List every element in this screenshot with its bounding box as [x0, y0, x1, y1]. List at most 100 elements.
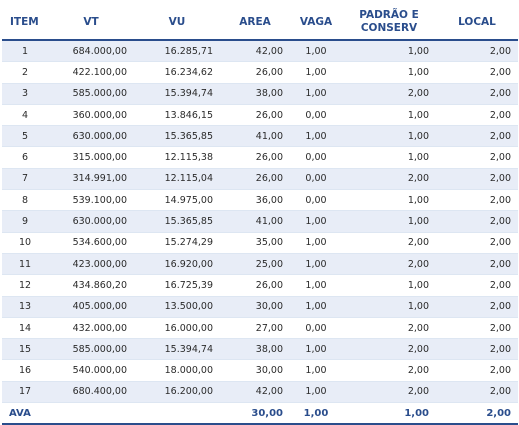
table-row: 16 540.000,00 18.000,00 30,00 1,00 2,00 2,00: [2, 359, 518, 382]
cell-local: 2,00: [436, 40, 518, 63]
cell-item: 9: [2, 210, 48, 233]
cell-vu: 16.234,62: [134, 61, 220, 84]
cell-area: 26,00: [220, 274, 290, 297]
cell-item: 16: [2, 359, 48, 382]
cell-item: 14: [2, 317, 48, 340]
cell-vaga: 1,00: [290, 381, 342, 404]
cell-vu: 15.394,74: [134, 338, 220, 361]
cell-vaga: 0,00: [290, 104, 342, 127]
cell-item: 5: [2, 125, 48, 148]
cell-padrao-conserv: 1,00: [342, 61, 436, 84]
cell-vaga: 1,00: [290, 83, 342, 105]
cell-local: 2,00: [436, 338, 518, 361]
cell-vaga: 1,00: [290, 296, 342, 318]
footer-vt: [48, 402, 134, 425]
cell-vt: 315.000,00: [48, 146, 134, 169]
cell-area: 41,00: [220, 210, 290, 233]
table-row: 7 314.991,00 12.115,04 26,00 0,00 2,00 2,00: [2, 168, 518, 191]
data-table: ITEM VT VU AREA VAGA PADRÃO E CONSERV LO…: [2, 5, 518, 425]
cell-padrao-conserv: 2,00: [342, 359, 436, 382]
table-row: 17 680.400,00 16.200,00 42,00 1,00 2,00 2,00: [2, 381, 518, 404]
cell-item: 8: [2, 189, 48, 212]
cell-vt: 630.000,00: [48, 125, 134, 148]
cell-vu: 15.274,29: [134, 232, 220, 254]
cell-local: 2,00: [436, 232, 518, 254]
cell-area: 25,00: [220, 253, 290, 276]
cell-padrao-conserv: 2,00: [342, 168, 436, 191]
cell-item: 3: [2, 83, 48, 105]
cell-vt: 585.000,00: [48, 83, 134, 105]
footer-label: AVA: [2, 402, 48, 425]
table-row: 5 630.000,00 15.365,85 41,00 1,00 1,00 2,00: [2, 125, 518, 148]
cell-vt: 680.400,00: [48, 381, 134, 404]
table-row: 11 423.000,00 16.920,00 25,00 1,00 2,00 2,00: [2, 253, 518, 276]
cell-padrao-conserv: 1,00: [342, 104, 436, 127]
cell-vt: 360.000,00: [48, 104, 134, 127]
table-row: 8 539.100,00 14.975,00 36,00 0,00 1,00 2,00: [2, 189, 518, 212]
table-row: 14 432.000,00 16.000,00 27,00 0,00 2,00 2,00: [2, 317, 518, 340]
cell-vu: 16.000,00: [134, 317, 220, 340]
cell-vaga: 0,00: [290, 317, 342, 340]
cell-area: 27,00: [220, 317, 290, 340]
cell-padrao-conserv: 2,00: [342, 83, 436, 105]
cell-item: 13: [2, 296, 48, 318]
cell-padrao-conserv: 1,00: [342, 146, 436, 169]
cell-local: 2,00: [436, 104, 518, 127]
cell-padrao-conserv: 2,00: [342, 232, 436, 254]
footer-row: AVA 30,00 1,00 1,00 2,00: [2, 402, 518, 425]
cell-vu: 16.725,39: [134, 274, 220, 297]
footer-local: 2,00: [436, 402, 518, 425]
cell-vt: 432.000,00: [48, 317, 134, 340]
cell-local: 2,00: [436, 210, 518, 233]
cell-vaga: 1,00: [290, 232, 342, 254]
cell-item: 15: [2, 338, 48, 361]
cell-item: 6: [2, 146, 48, 169]
header-area: AREA: [220, 5, 290, 41]
cell-vt: 540.000,00: [48, 359, 134, 382]
cell-vaga: 1,00: [290, 338, 342, 361]
cell-vu: 15.394,74: [134, 83, 220, 105]
footer-area: 30,00: [220, 402, 290, 425]
cell-local: 2,00: [436, 83, 518, 105]
cell-area: 36,00: [220, 189, 290, 212]
cell-vt: 684.000,00: [48, 40, 134, 63]
cell-area: 35,00: [220, 232, 290, 254]
cell-item: 7: [2, 168, 48, 191]
cell-local: 2,00: [436, 359, 518, 382]
table-row: 3 585.000,00 15.394,74 38,00 1,00 2,00 2,00: [2, 83, 518, 105]
cell-local: 2,00: [436, 168, 518, 191]
cell-vu: 15.365,85: [134, 125, 220, 148]
cell-vt: 630.000,00: [48, 210, 134, 233]
cell-area: 42,00: [220, 40, 290, 63]
footer-padrao-conserv: 1,00: [342, 402, 436, 425]
cell-padrao-conserv: 1,00: [342, 189, 436, 212]
cell-area: 26,00: [220, 61, 290, 84]
cell-vu: 16.285,71: [134, 40, 220, 63]
cell-vu: 12.115,38: [134, 146, 220, 169]
cell-vaga: 1,00: [290, 253, 342, 276]
header-item: ITEM: [2, 5, 48, 41]
cell-vu: 12.115,04: [134, 168, 220, 191]
cell-padrao-conserv: 1,00: [342, 40, 436, 63]
cell-padrao-conserv: 2,00: [342, 381, 436, 404]
cell-item: 10: [2, 232, 48, 254]
table-row: 13 405.000,00 13.500,00 30,00 1,00 1,00 2,00: [2, 296, 518, 318]
cell-area: 26,00: [220, 168, 290, 191]
cell-area: 41,00: [220, 125, 290, 148]
cell-padrao-conserv: 2,00: [342, 317, 436, 340]
header-padrao-conserv: PADRÃO E CONSERV: [342, 5, 436, 41]
footer-vu: [134, 402, 220, 425]
table-row: 10 534.600,00 15.274,29 35,00 1,00 2,00 2,00: [2, 232, 518, 254]
cell-area: 26,00: [220, 104, 290, 127]
cell-item: 1: [2, 40, 48, 63]
cell-vt: 585.000,00: [48, 338, 134, 361]
cell-area: 42,00: [220, 381, 290, 404]
table-row: 2 422.100,00 16.234,62 26,00 1,00 1,00 2,00: [2, 61, 518, 84]
cell-local: 2,00: [436, 296, 518, 318]
header-vu: VU: [134, 5, 220, 41]
cell-item: 4: [2, 104, 48, 127]
cell-vaga: 1,00: [290, 40, 342, 63]
cell-vaga: 1,00: [290, 61, 342, 84]
cell-vt: 314.991,00: [48, 168, 134, 191]
cell-item: 11: [2, 253, 48, 276]
